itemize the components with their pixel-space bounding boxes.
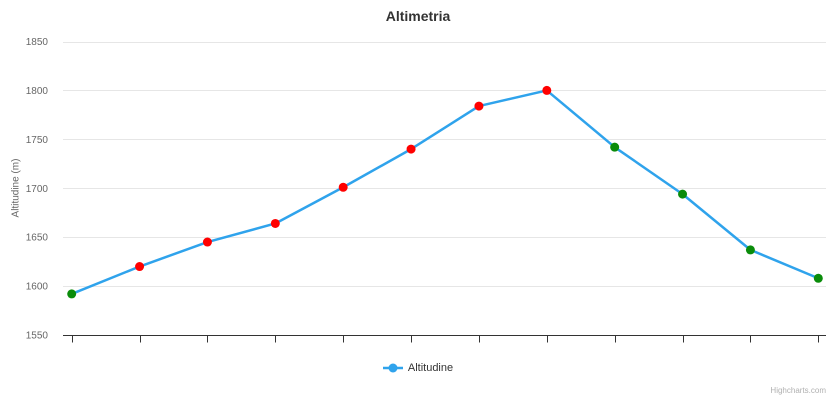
data-point-marker[interactable] <box>813 273 823 283</box>
data-point-marker[interactable] <box>542 85 552 95</box>
chart-title: Altimetria <box>385 8 451 24</box>
legend-dot <box>388 363 398 373</box>
y-axis-tick-label: 1750 <box>26 135 49 146</box>
data-point-marker[interactable] <box>745 245 755 255</box>
data-point-marker[interactable] <box>406 144 416 154</box>
y-axis-tick-label: 1650 <box>26 233 49 244</box>
data-point-marker[interactable] <box>202 237 212 247</box>
legend-label: Altitudine <box>407 362 454 374</box>
line-series-legend-icon <box>382 363 403 373</box>
y-axis-tick-label: 1550 <box>26 331 49 342</box>
data-point-marker[interactable] <box>270 218 280 228</box>
series-line-altitudine[interactable] <box>70 89 820 296</box>
y-axis-tick-label: 1800 <box>26 86 49 97</box>
data-point-marker[interactable] <box>678 189 688 199</box>
highcharts-credits-link[interactable]: Highcharts.com <box>770 386 826 395</box>
y-axis-tick-label: 1850 <box>26 37 49 48</box>
data-point-marker[interactable] <box>67 289 77 299</box>
data-point-marker[interactable] <box>474 101 484 111</box>
y-axis-tick-label: 1700 <box>26 184 49 195</box>
y-axis-tick-label: 1600 <box>26 282 49 293</box>
data-point-marker[interactable] <box>610 142 620 152</box>
data-point-marker[interactable] <box>338 182 348 192</box>
legend-item-altitudine[interactable]: Altitudine <box>0 362 836 374</box>
data-point-marker[interactable] <box>135 262 145 272</box>
